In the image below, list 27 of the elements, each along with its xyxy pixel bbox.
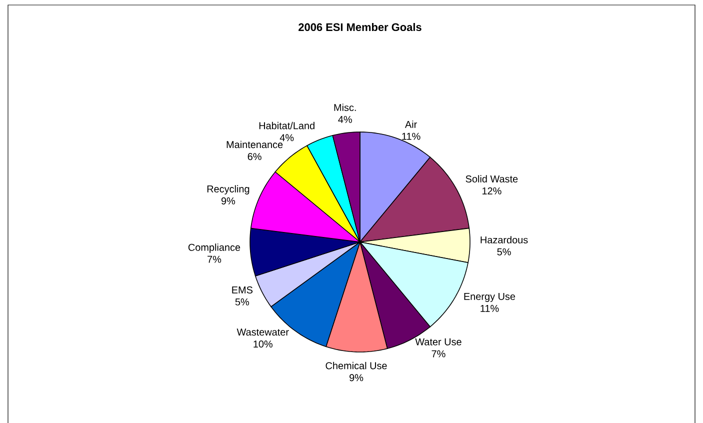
slice-label: Chemical Use xyxy=(326,362,387,370)
slice-label: EMS xyxy=(232,286,253,294)
slice-label: Maintenance xyxy=(226,140,283,148)
data-label: 7% xyxy=(432,350,446,358)
slice-label: Misc. xyxy=(334,104,356,112)
slice-label: Hazardous xyxy=(480,236,528,244)
data-label: 6% xyxy=(248,153,262,160)
slice-label: Habitat/Land xyxy=(259,122,314,130)
data-label: 9% xyxy=(221,197,236,204)
slice-label: Solid Waste xyxy=(466,175,518,182)
data-label: 4% xyxy=(338,116,352,123)
slice-label: Water Use xyxy=(415,338,462,346)
slice-label: Recycling xyxy=(207,185,250,194)
slice-label: Wastewater xyxy=(236,328,289,336)
data-label: 10% xyxy=(254,340,272,348)
data-label: 12% xyxy=(482,187,502,194)
chart-title: 2006 ESI Member Goals xyxy=(298,23,422,32)
data-label: 11% xyxy=(402,132,420,140)
data-label: 5% xyxy=(235,298,250,306)
slice-label: Air xyxy=(404,120,417,128)
slice-label: Compliance xyxy=(188,244,240,253)
data-label: 4% xyxy=(280,134,294,142)
slice-label: Energy Use xyxy=(464,293,516,302)
data-label: 7% xyxy=(208,256,222,263)
data-label: 11% xyxy=(480,304,499,312)
data-label: 5% xyxy=(497,248,511,256)
data-label: 9% xyxy=(350,374,364,382)
